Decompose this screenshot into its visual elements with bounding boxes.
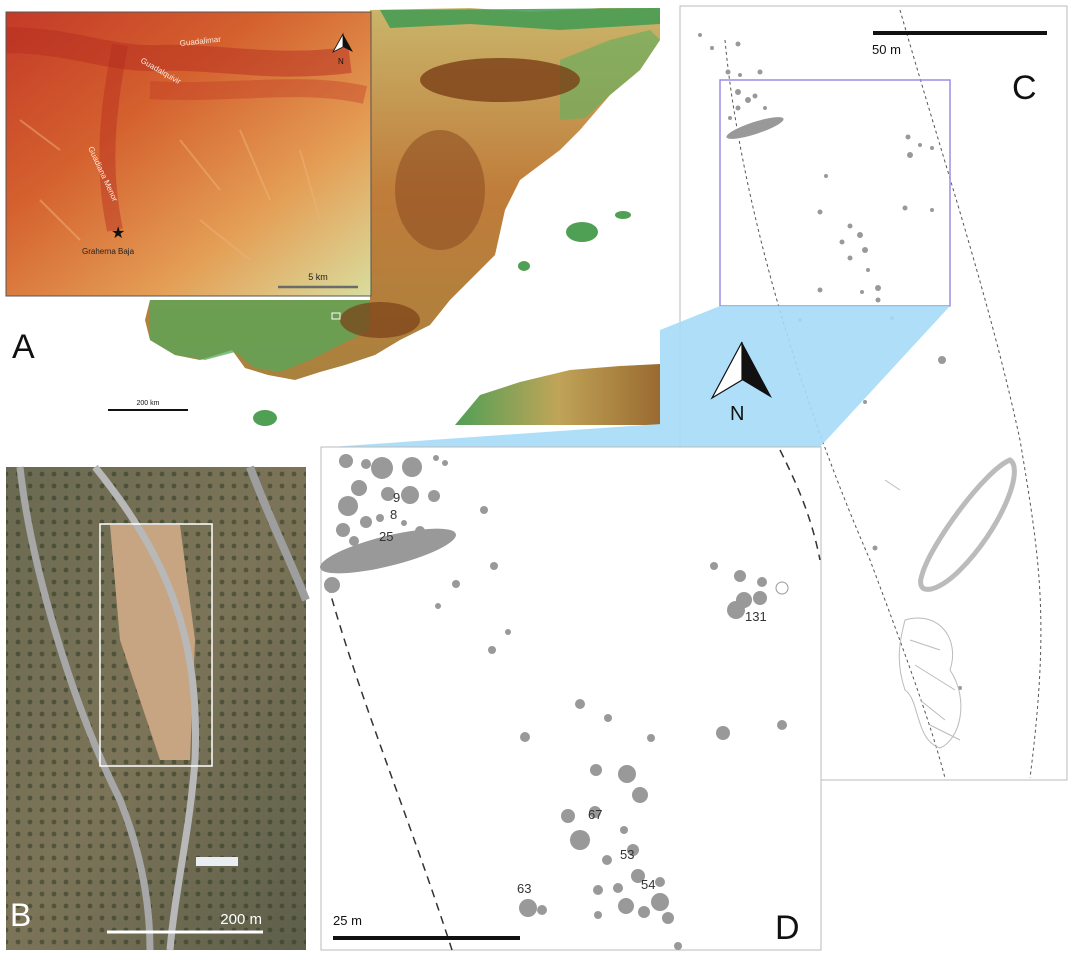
balearic-mallorca: [566, 222, 598, 242]
plan-d-scale-label: 25 m: [333, 913, 362, 928]
coastal-lowlands: [150, 300, 370, 372]
inset-a: Guadalimar Guadalquivir Guadiana Menor ★…: [5, 11, 372, 297]
plan-c-structures-detail: [884, 479, 961, 741]
plan-d: 9 8 25 131 67 53 54 63 25 m D: [319, 446, 822, 951]
site-star-icon: ★: [111, 225, 125, 242]
plan-d-ring-feature: [775, 581, 789, 595]
overview-map: 200 km A: [12, 8, 660, 426]
farm-building: [196, 857, 238, 866]
panel-letter-d: D: [775, 909, 800, 947]
valley-east: [149, 79, 368, 104]
panel-letter-b: B: [10, 897, 31, 933]
inset-north-label: N: [338, 57, 344, 66]
feature-label-8: 8: [390, 507, 397, 522]
site-label: Graherna Baja: [82, 247, 135, 256]
plan-c-features: [698, 33, 962, 690]
valley-guadiana-menor: [5, 27, 352, 77]
road-east: [246, 465, 310, 602]
ebro-lowlands: [560, 30, 660, 120]
north-africa-landmass: [455, 364, 660, 425]
river-label-guadalimar: Guadalimar: [179, 35, 221, 48]
panel-letter-c: C: [1012, 69, 1037, 107]
dem-ridges: [19, 119, 321, 261]
feature-label-131: 131: [745, 609, 767, 624]
north-label: N: [730, 403, 744, 425]
africa-tip: [253, 410, 277, 426]
plan-c-ditch: [726, 117, 784, 139]
plan-d-boundary-east: [779, 449, 821, 561]
plan-c-enclosure-outline: [918, 457, 1017, 592]
balearic-menorca: [615, 211, 631, 219]
feature-label-53: 53: [620, 847, 634, 862]
northern-coast: [380, 8, 660, 30]
betic-range: [340, 302, 420, 338]
feature-label-9: 9: [393, 490, 400, 505]
overview-scale-label: 200 km: [137, 400, 160, 407]
plan-d-ditch: [319, 528, 457, 574]
feature-label-54: 54: [641, 877, 655, 892]
study-area-rectangle: [99, 523, 213, 767]
plan-c-scale-label: 50 m: [872, 42, 901, 57]
zoom-callout: [330, 306, 950, 447]
plan-c-boundary-west: [724, 39, 946, 779]
photo-scale-label: 200 m: [220, 911, 262, 928]
inset-north-arrow-icon: [332, 32, 353, 53]
photo-b: 200 m B: [6, 464, 310, 951]
road-west: [16, 466, 154, 951]
plan-d-frame: [320, 446, 822, 951]
road-central: [92, 464, 199, 951]
balearic-ibiza: [518, 261, 530, 271]
plan-c-structures: [898, 617, 962, 749]
excavated-area: [110, 525, 195, 760]
pyrenees-range: [420, 58, 580, 102]
plan-d-boundary-west: [327, 584, 453, 951]
feature-label-25: 25: [379, 529, 393, 544]
inset-scale-label: 5 km: [308, 272, 328, 282]
iberian-range: [395, 130, 485, 250]
plan-d-features: [324, 454, 787, 950]
study-area-marker: [331, 312, 341, 320]
feature-label-63: 63: [517, 881, 531, 896]
north-arrow-icon: [710, 341, 772, 400]
panel-letter-a: A: [12, 328, 35, 366]
valley-guadalquivir: [99, 43, 128, 232]
feature-label-67: 67: [588, 807, 602, 822]
